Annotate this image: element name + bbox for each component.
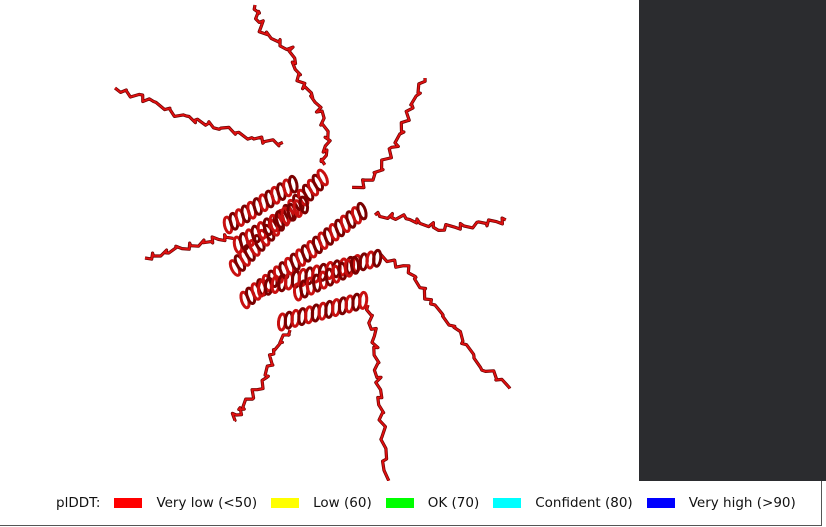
legend-swatch — [271, 498, 300, 508]
coil — [253, 4, 331, 166]
coil-shadow — [230, 329, 292, 423]
legend-swatch — [385, 498, 414, 508]
coil — [231, 329, 291, 422]
coil — [352, 77, 426, 189]
side-panel — [639, 0, 826, 481]
legend-label: Very low (<50) — [156, 495, 258, 511]
helix-turn — [358, 290, 369, 310]
coil — [144, 233, 234, 260]
legend-swatch — [646, 498, 675, 508]
helix-turn — [372, 248, 383, 268]
legend-label: OK (70) — [427, 495, 480, 511]
coil-shadow — [114, 86, 284, 148]
legend-label: Very high (>90) — [688, 495, 796, 511]
helix-turn — [298, 195, 310, 215]
coil — [365, 304, 390, 481]
legend-swatch — [114, 498, 143, 508]
legend-swatch — [493, 498, 522, 508]
helix-turn — [349, 255, 361, 275]
helix-turn — [287, 174, 299, 194]
coil-shadow — [379, 252, 512, 390]
legend-label: Low (60) — [313, 495, 372, 511]
helix-turn — [316, 168, 329, 187]
legend-title: plDDT: — [56, 495, 101, 511]
coil — [374, 211, 507, 232]
legend-label: Confident (80) — [535, 495, 633, 511]
coil — [379, 253, 511, 390]
helix-turn — [356, 201, 368, 221]
coil-shadow — [352, 77, 427, 190]
coil — [114, 87, 284, 147]
legend: plDDT: Very low (<50) Low (60) OK (70) Conf… — [0, 481, 822, 526]
structure-view — [114, 4, 512, 481]
coil-shadow — [373, 210, 507, 232]
